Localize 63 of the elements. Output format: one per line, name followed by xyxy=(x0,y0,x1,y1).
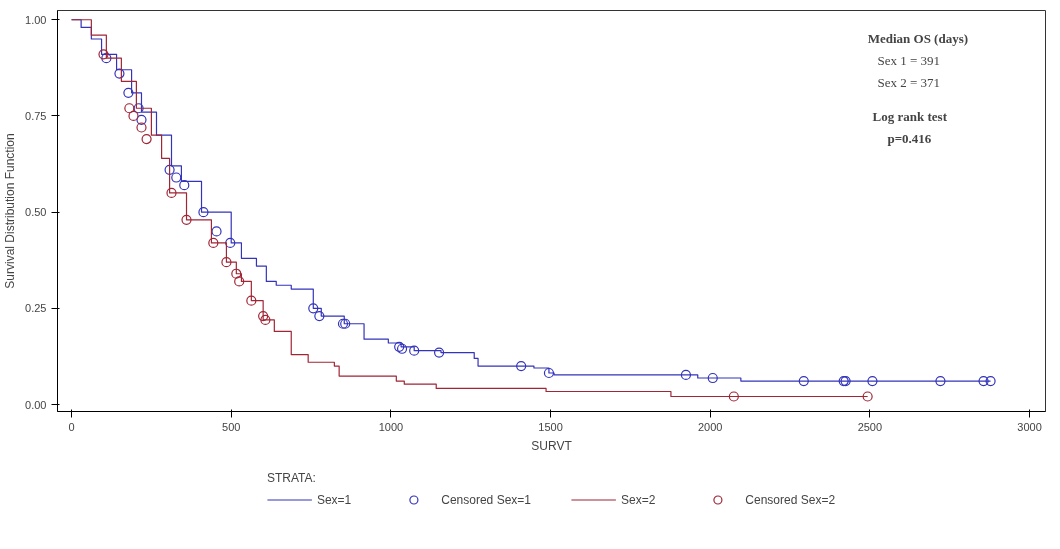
point xyxy=(221,257,232,268)
x-tick-label: 500 xyxy=(222,420,241,433)
x-tick-label: 0 xyxy=(68,420,75,433)
point xyxy=(179,180,190,191)
point xyxy=(136,114,147,125)
point xyxy=(234,276,245,287)
point xyxy=(867,376,878,387)
point xyxy=(133,103,144,114)
point xyxy=(124,103,135,114)
point xyxy=(516,361,527,372)
point xyxy=(728,391,739,402)
x-tick-label: 1500 xyxy=(538,420,563,433)
point xyxy=(98,49,109,60)
point xyxy=(308,303,319,314)
point xyxy=(208,237,219,249)
annotation: Sex 2 = 371 xyxy=(877,75,941,91)
annotation: Median OS (days) xyxy=(867,31,969,47)
point xyxy=(128,110,139,122)
point xyxy=(181,214,192,225)
point xyxy=(798,376,809,387)
point xyxy=(409,345,420,356)
point xyxy=(314,310,325,322)
legend-label: Censored Sex=2 xyxy=(745,492,836,507)
y-axis-title: Survival Distribution Function xyxy=(3,133,18,289)
point xyxy=(225,237,236,249)
annotation: p=0.416 xyxy=(887,131,932,147)
point xyxy=(231,268,242,279)
y-tick-label: 0.00 xyxy=(25,398,47,411)
legend-label: Sex=1 xyxy=(316,492,352,507)
y-tick-label: 0.50 xyxy=(25,206,47,219)
point xyxy=(211,226,222,237)
point xyxy=(258,310,269,322)
point xyxy=(166,187,177,198)
point xyxy=(198,207,209,218)
annotation: Log rank test xyxy=(872,109,948,125)
point xyxy=(680,369,692,381)
point xyxy=(935,376,946,387)
x-tick-label: 2000 xyxy=(697,420,723,433)
y-tick-label: 1.00 xyxy=(25,13,47,26)
x-axis-title: SURVT xyxy=(531,438,573,453)
y-tick-label: 0.75 xyxy=(25,109,47,122)
point xyxy=(123,87,134,98)
legend-label: Censored Sex=1 xyxy=(441,492,531,507)
point xyxy=(136,122,147,133)
legend-title: STRATA: xyxy=(266,470,317,485)
point xyxy=(246,295,257,306)
x-tick-label: 1000 xyxy=(378,420,404,433)
point xyxy=(171,172,182,183)
point xyxy=(985,376,996,387)
annotation: Sex 1 = 391 xyxy=(877,53,941,69)
point xyxy=(434,347,445,358)
x-tick-label: 3000 xyxy=(1017,420,1042,433)
point xyxy=(164,164,175,175)
point xyxy=(101,53,112,64)
point xyxy=(707,372,718,384)
legend-label: Sex=2 xyxy=(621,492,656,507)
point xyxy=(114,68,125,79)
point xyxy=(543,367,555,379)
y-tick-label: 0.25 xyxy=(25,302,47,315)
point xyxy=(260,314,271,325)
x-tick-label: 2500 xyxy=(857,420,883,433)
point xyxy=(862,391,873,402)
point xyxy=(141,133,152,145)
